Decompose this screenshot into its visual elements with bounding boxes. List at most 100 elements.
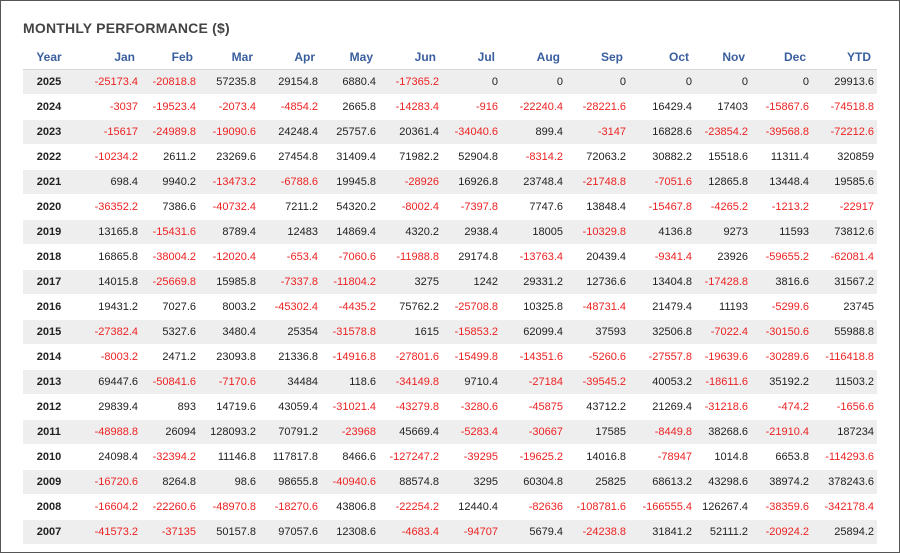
value-cell: 6880.4 [321, 69, 379, 95]
year-cell: 2007 [23, 519, 75, 545]
column-header-apr: Apr [259, 44, 321, 70]
value-cell: 7211.2 [259, 194, 321, 220]
value-cell: -21910.4 [751, 419, 812, 445]
table-row: 2012 29839.4 893 14719.6 43059.4 -31021.4 -432… [23, 394, 877, 420]
value-cell: 75762.2 [379, 294, 442, 320]
value-cell: 69447.6 [75, 369, 141, 395]
value-cell: 29331.2 [501, 269, 566, 295]
value-cell: -39545.2 [566, 369, 629, 395]
value-cell: -22254.2 [379, 494, 442, 520]
value-cell: 15985.8 [199, 269, 259, 295]
value-cell: -19090.6 [199, 119, 259, 145]
value-cell: 23745 [812, 294, 877, 320]
column-header-sep: Sep [566, 44, 629, 70]
value-cell: -7397.8 [442, 194, 501, 220]
value-cell: 12865.8 [695, 169, 751, 195]
table-row: 2024 -3037 -19523.4 -2073.4 -4854.2 2665.8 -14… [23, 94, 877, 120]
value-cell: 9710.4 [442, 369, 501, 395]
year-cell: 2015 [23, 319, 75, 345]
value-cell: 72063.2 [566, 144, 629, 170]
value-cell: 13404.8 [629, 269, 695, 295]
value-cell: -94707 [442, 519, 501, 545]
value-cell: -40732.4 [199, 194, 259, 220]
value-cell: 98.6 [199, 469, 259, 495]
value-cell: 18005 [501, 219, 566, 245]
value-cell: 60304.8 [501, 469, 566, 495]
value-cell: -14283.4 [379, 94, 442, 120]
value-cell: 4136.8 [629, 219, 695, 245]
table-row: 2013 69447.6 -50841.6 -7170.6 34484 118.6 -341… [23, 369, 877, 395]
value-cell: 21479.4 [629, 294, 695, 320]
table-row: 2009 -16720.6 8264.8 98.6 98655.8 -40940.6 885… [23, 469, 877, 495]
value-cell: 55988.8 [812, 319, 877, 345]
year-cell: 2011 [23, 419, 75, 445]
value-cell: -45302.4 [259, 294, 321, 320]
value-cell: 19585.6 [812, 169, 877, 195]
value-cell: 7027.6 [141, 294, 199, 320]
value-cell: 30882.2 [629, 144, 695, 170]
value-cell: -23968 [321, 419, 379, 445]
value-cell: -5299.6 [751, 294, 812, 320]
value-cell: 25757.6 [321, 119, 379, 145]
value-cell: 23926 [695, 244, 751, 270]
value-cell: -62081.4 [812, 244, 877, 270]
value-cell: 117817.8 [259, 444, 321, 470]
table-row: 2016 19431.2 7027.6 8003.2 -45302.4 -4435.2 75… [23, 294, 877, 320]
value-cell: -1656.6 [812, 394, 877, 420]
value-cell: 97057.6 [259, 519, 321, 545]
value-cell: 2665.8 [321, 94, 379, 120]
year-cell: 2025 [23, 69, 75, 95]
value-cell: 14016.8 [566, 444, 629, 470]
value-cell: -653.4 [259, 244, 321, 270]
value-cell: -5260.6 [566, 344, 629, 370]
value-cell: -3037 [75, 94, 141, 120]
value-cell: 3480.4 [199, 319, 259, 345]
value-cell: -16720.6 [75, 469, 141, 495]
table-row: 2010 24098.4 -32394.2 11146.8 117817.8 8466.6… [23, 444, 877, 470]
table-row: 2021 698.4 9940.2 -13473.2 -6788.6 19945.8 -28… [23, 169, 877, 195]
value-cell: -8314.2 [501, 144, 566, 170]
panel-title: MONTHLY PERFORMANCE ($) [23, 20, 230, 36]
year-cell: 2013 [23, 369, 75, 395]
value-cell: 698.4 [75, 169, 141, 195]
value-cell: 35192.2 [751, 369, 812, 395]
value-cell: -116418.8 [812, 344, 877, 370]
value-cell: 73812.6 [812, 219, 877, 245]
value-cell: -34149.8 [379, 369, 442, 395]
year-cell: 2021 [23, 169, 75, 195]
value-cell: -18270.6 [259, 494, 321, 520]
value-cell: -82636 [501, 494, 566, 520]
value-cell: 17585 [566, 419, 629, 445]
value-cell: 31409.4 [321, 144, 379, 170]
value-cell: 2611.2 [141, 144, 199, 170]
value-cell: 0 [695, 69, 751, 95]
value-cell: -22240.4 [501, 94, 566, 120]
value-cell: -14916.8 [321, 344, 379, 370]
value-cell: -22260.6 [141, 494, 199, 520]
value-cell: -27557.8 [629, 344, 695, 370]
value-cell: -39295 [442, 444, 501, 470]
value-cell: -2073.4 [199, 94, 259, 120]
value-cell: 31841.2 [629, 519, 695, 545]
value-cell: -17365.2 [379, 69, 442, 95]
value-cell: 43298.6 [695, 469, 751, 495]
value-cell: -23854.2 [695, 119, 751, 145]
value-cell: -7337.8 [259, 269, 321, 295]
value-cell: -38004.2 [141, 244, 199, 270]
value-cell: -11804.2 [321, 269, 379, 295]
column-header-nov: Nov [695, 44, 751, 70]
year-cell: 2020 [23, 194, 75, 220]
year-cell: 2010 [23, 444, 75, 470]
value-cell: 68613.2 [629, 469, 695, 495]
value-cell: -108781.6 [566, 494, 629, 520]
value-cell: -21748.8 [566, 169, 629, 195]
year-cell: 2018 [23, 244, 75, 270]
value-cell: 19431.2 [75, 294, 141, 320]
column-header-jul: Jul [442, 44, 501, 70]
column-header-aug: Aug [501, 44, 566, 70]
value-cell: -4435.2 [321, 294, 379, 320]
value-cell: 8789.4 [199, 219, 259, 245]
value-cell: -8449.8 [629, 419, 695, 445]
table-row: 2020 -36352.2 7386.6 -40732.4 7211.2 54320.2-… [23, 194, 877, 220]
value-cell: 14869.4 [321, 219, 379, 245]
